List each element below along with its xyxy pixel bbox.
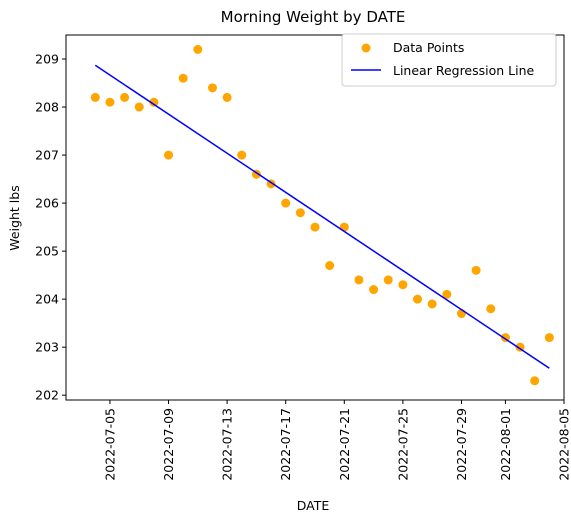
data-point [427, 299, 437, 309]
x-tick-label: 2022-07-25 [395, 408, 410, 481]
plot-area [65, 34, 565, 401]
legend: Data Points Linear Regression Line [341, 33, 557, 87]
y-axis-ticks: 202 203 204 205 206 207 208 209 [35, 52, 66, 403]
data-point [413, 294, 423, 304]
data-point [149, 97, 159, 107]
chart-marks [90, 44, 554, 386]
y-tick-label: 207 [35, 148, 59, 163]
legend-box [341, 33, 557, 87]
data-point [295, 208, 305, 218]
data-point [90, 92, 100, 102]
data-point [442, 289, 452, 299]
data-point [193, 44, 203, 54]
y-tick-label: 205 [35, 244, 59, 259]
y-tick-label: 203 [35, 340, 59, 355]
x-tick-label: 2022-07-21 [337, 408, 352, 481]
data-point [471, 265, 481, 275]
data-point [207, 83, 217, 93]
x-tick-label: 2022-08-05 [557, 408, 571, 481]
chart-title: Morning Weight by DATE [221, 8, 406, 26]
x-tick-label: 2022-07-09 [161, 408, 176, 481]
data-point [237, 150, 247, 160]
data-point [120, 92, 130, 102]
data-point [339, 222, 349, 232]
y-tick-label: 202 [35, 388, 59, 403]
x-tick-label: 2022-07-29 [454, 408, 469, 481]
data-point [325, 261, 335, 271]
y-axis-label: Weight lbs [7, 185, 22, 250]
data-point [105, 97, 115, 107]
data-point [486, 304, 496, 314]
y-tick-label: 204 [35, 292, 59, 307]
y-tick-label: 206 [35, 196, 59, 211]
x-tick-label: 2022-07-13 [220, 408, 235, 481]
x-tick-label: 2022-07-17 [278, 408, 293, 481]
data-point [544, 333, 554, 343]
legend-label-data-points: Data Points [393, 40, 464, 55]
y-tick-label: 208 [35, 100, 59, 115]
y-tick-label: 209 [35, 52, 59, 67]
regression-line [94, 64, 550, 369]
data-point [383, 275, 393, 285]
x-axis-label: DATE [297, 498, 330, 513]
data-point [310, 222, 320, 232]
data-point [281, 198, 291, 208]
data-point [164, 150, 174, 160]
data-point [134, 102, 144, 112]
data-point [178, 73, 188, 83]
data-point [530, 376, 540, 386]
x-tick-label: 2022-07-05 [102, 408, 117, 481]
x-axis-ticks: 2022-07-05 2022-07-09 2022-07-13 2022-07-17… [102, 400, 571, 481]
legend-label-regression-line: Linear Regression Line [393, 63, 535, 78]
legend-marker-data-points [361, 43, 371, 53]
data-point [398, 280, 408, 290]
data-point [354, 275, 364, 285]
x-tick-label: 2022-08-01 [498, 408, 513, 481]
data-point [369, 285, 379, 295]
data-point [222, 92, 232, 102]
